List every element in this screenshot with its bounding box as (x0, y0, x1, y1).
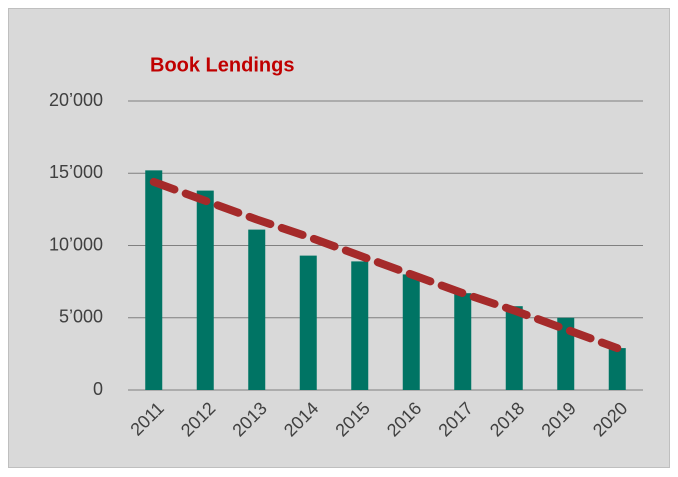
bar (248, 229, 266, 390)
y-tick-label: 5’000 (59, 307, 103, 327)
bar (351, 261, 369, 390)
bar (196, 190, 214, 390)
chart-background (8, 8, 670, 468)
y-tick-label: 20’000 (49, 90, 103, 110)
bar (402, 274, 420, 390)
trend-line (149, 177, 622, 353)
bar (557, 317, 575, 390)
y-tick-label: 15’000 (49, 162, 103, 182)
chart-title: Book Lendings (150, 54, 294, 76)
bar (505, 306, 523, 390)
bar (608, 348, 626, 390)
bar (145, 170, 163, 390)
y-tick-label: 10’000 (49, 234, 103, 254)
bar (454, 293, 472, 390)
bar (299, 255, 317, 390)
y-tick-label: 0 (93, 379, 103, 399)
